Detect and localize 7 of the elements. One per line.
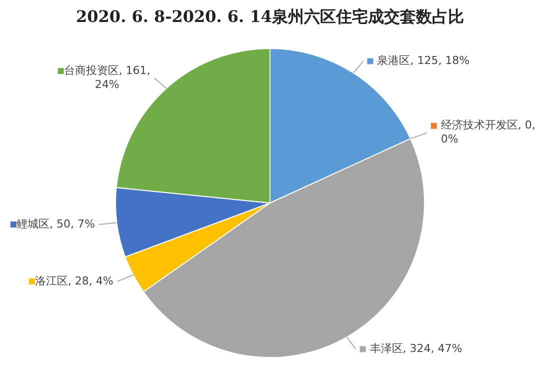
legend-label: 经济技术开发区, 0, 0%	[440, 118, 536, 146]
legend-label: 洛江区, 28, 4%	[34, 274, 114, 288]
legend-label: 丰泽区, 324, 47%	[370, 342, 462, 356]
chart-title: 2020. 6. 8-2020. 6. 14泉州六区住宅成交套数占比	[75, 6, 465, 28]
legend-label: 鲤城区, 50, 7%	[16, 217, 95, 230]
legend-label: 台商投资区, 161, 24%	[64, 64, 150, 91]
legend-label: 泉港区, 125, 18%	[377, 54, 470, 68]
